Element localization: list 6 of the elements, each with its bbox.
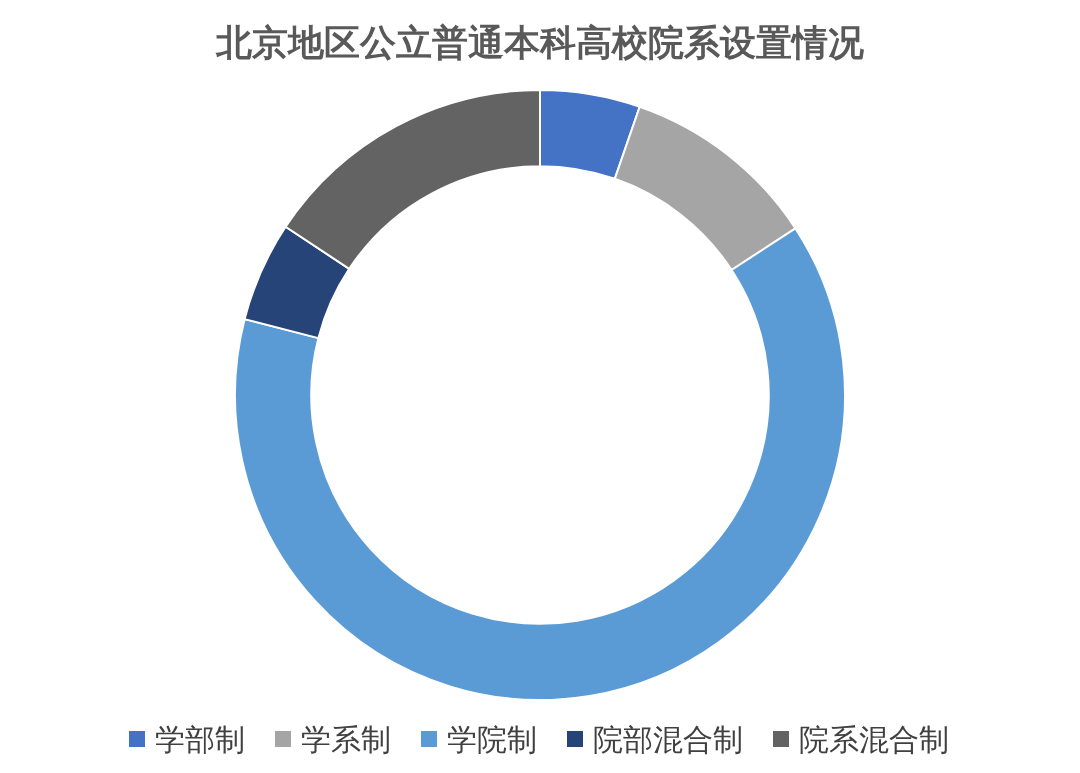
legend-label: 院系混合制 <box>799 722 949 757</box>
legend-label: 学系制 <box>301 722 391 757</box>
legend-label: 学院制 <box>447 722 537 757</box>
legend-label: 院部混合制 <box>593 722 743 757</box>
legend-label: 学部制 <box>155 722 245 757</box>
chart-title: 北京地区公立普通本科高校院系设置情况 <box>215 22 864 63</box>
